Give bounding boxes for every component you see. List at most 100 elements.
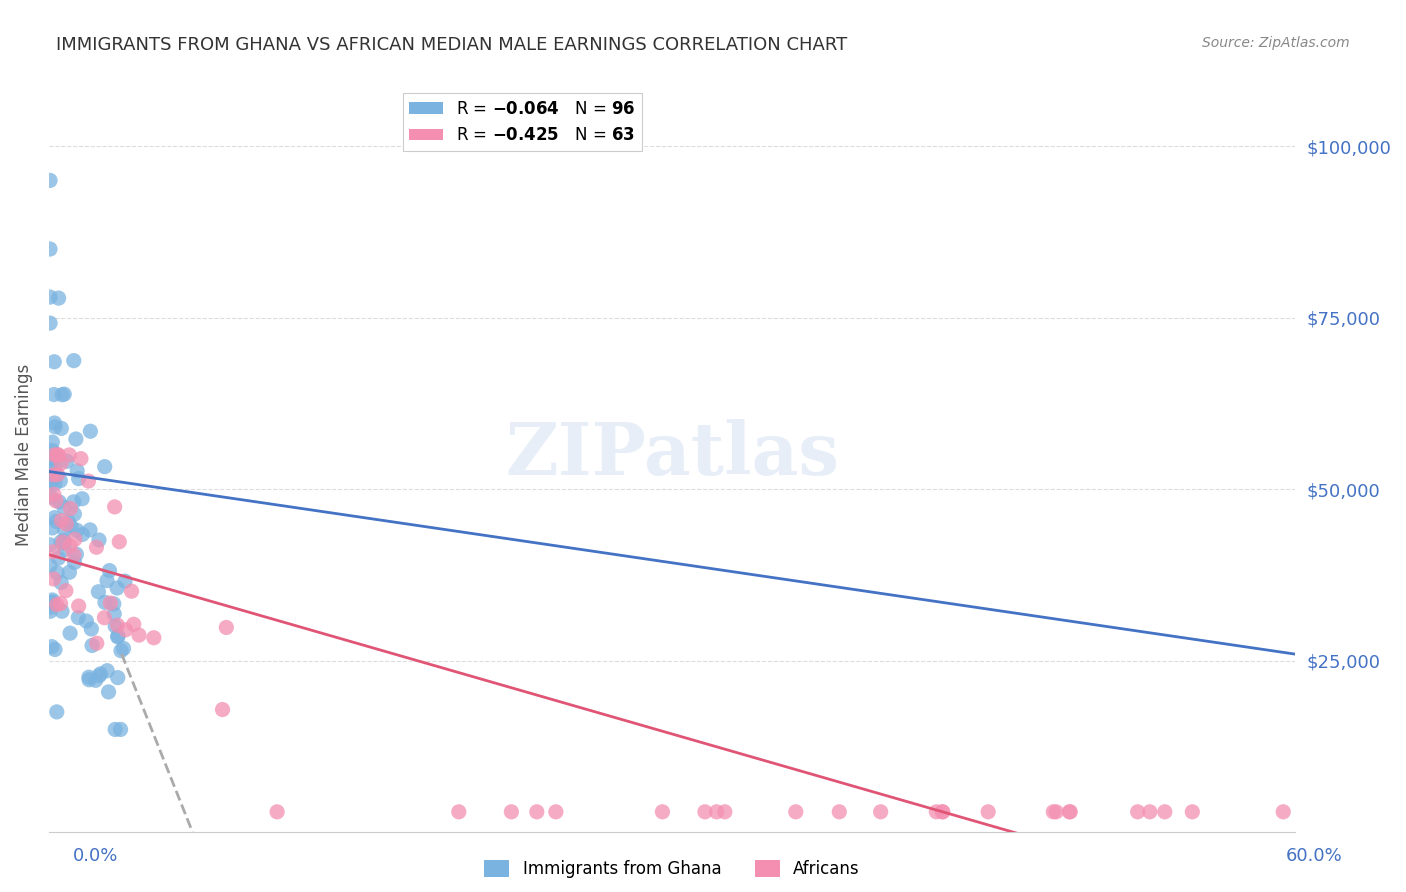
Africans: [925, 805, 948, 819]
Immigrants from Ghana: [41, 472, 63, 486]
Africans: [651, 805, 673, 819]
Immigrants from Ghana: [107, 629, 129, 643]
Africans: [59, 501, 82, 516]
Immigrants from Ghana: [104, 723, 127, 737]
Africans: [693, 805, 716, 819]
Immigrants from Ghana: [53, 523, 76, 537]
Immigrants from Ghana: [110, 643, 132, 657]
Immigrants from Ghana: [41, 640, 63, 654]
Immigrants from Ghana: [45, 467, 67, 481]
Immigrants from Ghana: [67, 472, 90, 486]
Africans: [70, 451, 93, 466]
Africans: [122, 617, 145, 632]
Text: 0.0%: 0.0%: [73, 847, 118, 865]
Immigrants from Ghana: [45, 515, 67, 529]
Africans: [104, 500, 127, 514]
Immigrants from Ghana: [39, 290, 62, 304]
Immigrants from Ghana: [72, 527, 94, 541]
Africans: [49, 597, 72, 611]
Immigrants from Ghana: [44, 355, 66, 369]
Immigrants from Ghana: [89, 666, 111, 681]
Immigrants from Ghana: [41, 521, 63, 535]
Africans: [114, 623, 136, 637]
Africans: [1059, 805, 1081, 819]
Africans: [1139, 805, 1161, 819]
Africans: [142, 631, 165, 645]
Immigrants from Ghana: [112, 641, 135, 656]
Text: ZIPatlas: ZIPatlas: [505, 419, 839, 491]
Immigrants from Ghana: [110, 723, 132, 737]
Immigrants from Ghana: [103, 597, 125, 611]
Africans: [46, 467, 69, 482]
Immigrants from Ghana: [65, 432, 87, 446]
Africans: [44, 448, 66, 462]
Immigrants from Ghana: [77, 673, 100, 687]
Immigrants from Ghana: [53, 387, 76, 401]
Africans: [977, 805, 1000, 819]
Immigrants from Ghana: [39, 490, 62, 504]
Immigrants from Ghana: [56, 514, 79, 528]
Immigrants from Ghana: [75, 614, 97, 628]
Immigrants from Ghana: [44, 419, 66, 434]
Immigrants from Ghana: [53, 542, 76, 557]
Immigrants from Ghana: [77, 670, 100, 684]
Africans: [544, 805, 567, 819]
Immigrants from Ghana: [51, 421, 73, 435]
Africans: [42, 467, 65, 482]
Immigrants from Ghana: [107, 671, 129, 685]
Africans: [67, 599, 90, 613]
Immigrants from Ghana: [79, 424, 101, 438]
Immigrants from Ghana: [80, 639, 103, 653]
Africans: [59, 539, 82, 553]
Immigrants from Ghana: [96, 664, 118, 678]
Immigrants from Ghana: [58, 566, 80, 580]
Immigrants from Ghana: [97, 685, 120, 699]
Africans: [1045, 805, 1067, 819]
Africans: [86, 541, 108, 555]
Africans: [58, 448, 80, 462]
Africans: [45, 598, 67, 612]
Immigrants from Ghana: [87, 584, 110, 599]
Africans: [1153, 805, 1175, 819]
Immigrants from Ghana: [84, 673, 107, 688]
Africans: [48, 448, 70, 462]
Immigrants from Ghana: [42, 387, 65, 401]
Africans: [42, 545, 65, 559]
Africans: [42, 572, 65, 586]
Immigrants from Ghana: [93, 459, 115, 474]
Immigrants from Ghana: [41, 443, 63, 458]
Africans: [121, 584, 143, 599]
Africans: [1042, 805, 1064, 819]
Immigrants from Ghana: [49, 474, 72, 488]
Africans: [51, 514, 73, 528]
Africans: [52, 535, 75, 549]
Africans: [63, 533, 86, 547]
Immigrants from Ghana: [44, 510, 66, 524]
Immigrants from Ghana: [62, 495, 84, 509]
Immigrants from Ghana: [41, 596, 63, 610]
Text: IMMIGRANTS FROM GHANA VS AFRICAN MEDIAN MALE EARNINGS CORRELATION CHART: IMMIGRANTS FROM GHANA VS AFRICAN MEDIAN …: [56, 36, 848, 54]
Immigrants from Ghana: [39, 475, 62, 490]
Africans: [266, 805, 288, 819]
Africans: [63, 548, 86, 562]
Africans: [108, 534, 131, 549]
Immigrants from Ghana: [98, 564, 121, 578]
Africans: [447, 805, 470, 819]
Text: Source: ZipAtlas.com: Source: ZipAtlas.com: [1202, 36, 1350, 50]
Africans: [107, 618, 129, 632]
Africans: [869, 805, 891, 819]
Africans: [55, 583, 77, 598]
Immigrants from Ghana: [49, 534, 72, 549]
Immigrants from Ghana: [41, 435, 63, 450]
Immigrants from Ghana: [59, 519, 82, 533]
Immigrants from Ghana: [103, 607, 125, 621]
Immigrants from Ghana: [114, 574, 136, 588]
Africans: [45, 493, 67, 508]
Immigrants from Ghana: [67, 610, 90, 624]
Immigrants from Ghana: [41, 468, 63, 483]
Immigrants from Ghana: [107, 630, 129, 644]
Africans: [42, 487, 65, 501]
Immigrants from Ghana: [51, 388, 73, 402]
Immigrants from Ghana: [94, 595, 117, 609]
Africans: [714, 805, 737, 819]
